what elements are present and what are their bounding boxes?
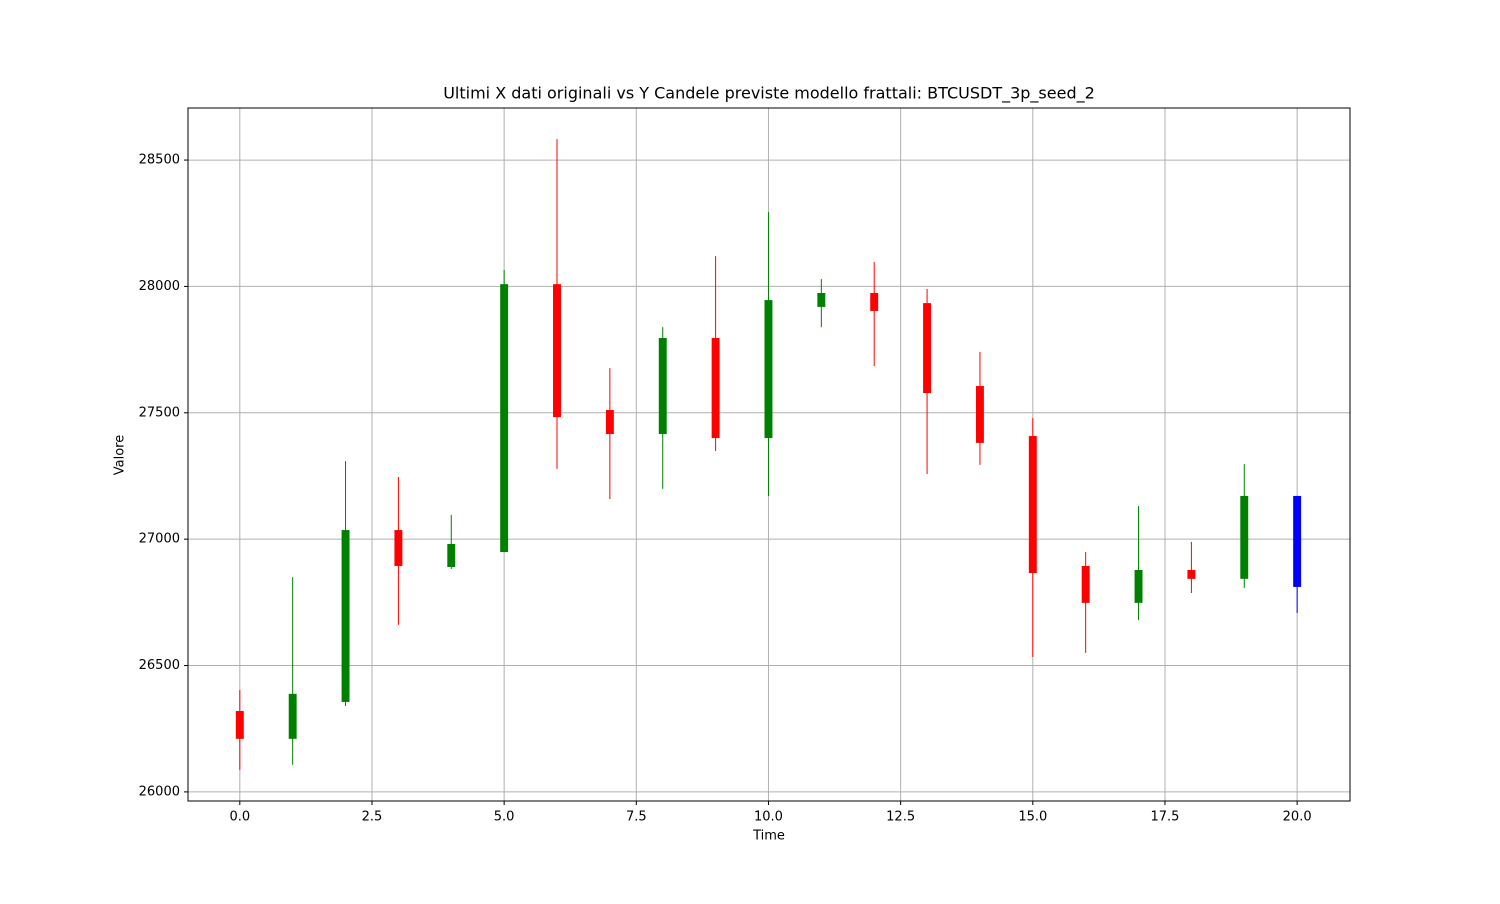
candle-body [341,530,350,702]
y-tick-label: 27000 [139,532,180,547]
x-tick-label: 0.0 [229,810,250,825]
x-tick-label: 12.5 [886,810,915,825]
y-tick-label: 26000 [139,784,180,799]
candle-body [711,337,720,439]
candle-body [764,300,773,439]
candle-body [975,386,984,443]
x-tick-label: 20.0 [1283,810,1312,825]
x-tick-label: 10.0 [754,810,783,825]
x-tick-label: 17.5 [1150,810,1179,825]
y-tick-label: 26500 [139,658,180,673]
x-axis-label: Time [752,829,785,844]
candle-body [288,693,297,739]
candle-body [500,284,509,553]
candle-body [1134,570,1143,603]
candle-body [1293,495,1302,587]
candle-body [1187,570,1196,579]
y-axis-label: Valore [113,435,128,475]
x-tick-label: 5.0 [494,810,515,825]
candle-body [1081,565,1090,603]
candle-body [870,293,879,311]
candle-body [605,410,614,435]
plot-frame [187,107,1351,802]
candle-body [923,303,932,394]
x-tick-label: 2.5 [362,810,383,825]
y-tick-label: 28000 [139,279,180,294]
candle-body [394,530,403,566]
candle-body [553,284,561,418]
y-tick-label: 28500 [139,153,180,168]
candle-body [1240,495,1249,579]
y-tick-label: 27500 [139,405,180,420]
x-tick-label: 7.5 [626,810,647,825]
candle-body [658,337,667,435]
chart-title: Ultimi X dati originali vs Y Candele pre… [443,84,1095,104]
candle-body [447,543,456,567]
candle-body [1028,436,1037,574]
x-tick-label: 15.0 [1018,810,1047,825]
candle-body [235,711,244,739]
candle-body [817,293,826,307]
